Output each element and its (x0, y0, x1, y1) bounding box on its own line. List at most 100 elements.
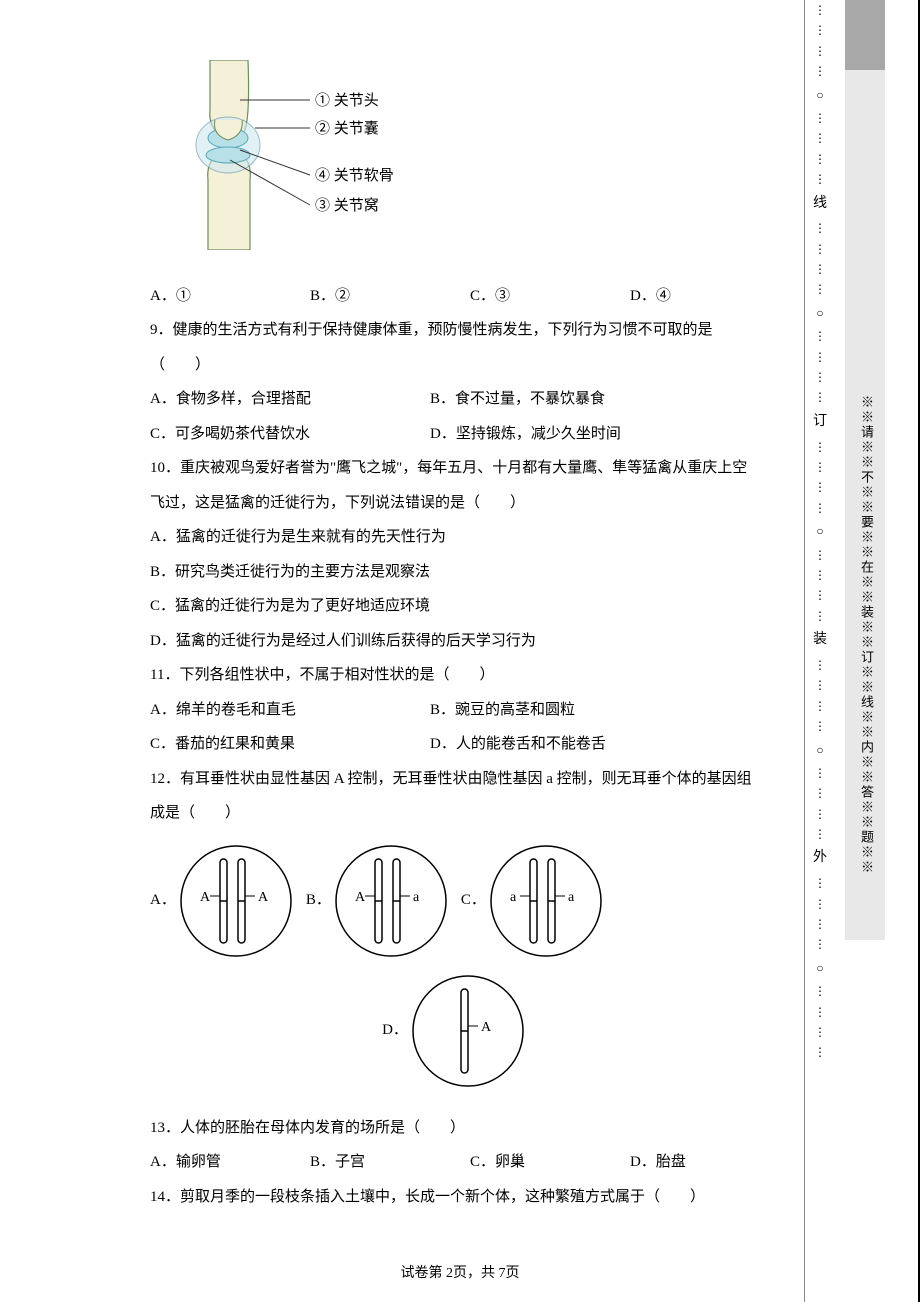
margin-dots-icon: ⋮ (814, 221, 826, 235)
q12-c-letter: C． (461, 883, 486, 918)
chromosome-c-icon: a a (486, 841, 606, 961)
q12-options-row: A． A A B． A (150, 841, 760, 961)
q12-opt-d: D． A (150, 971, 760, 1091)
q12-b-letter: B． (306, 883, 331, 918)
margin-dots-icon: ⋮ (814, 172, 826, 186)
margin-dots-icon: ⋮ (814, 111, 826, 125)
margin-dots-icon: ⋮ (814, 548, 826, 562)
margin-dots-icon: ⋮ (814, 282, 826, 296)
chromosome-a-icon: A A (176, 841, 296, 961)
q14-stem: 14．剪取月季的一段枝条插入土壤中，长成一个新个体，这种繁殖方式属于（ ） (150, 1180, 760, 1215)
margin-marker-char: 订 (813, 414, 827, 431)
q10-opt-b: B．研究鸟类迁徙行为的主要方法是观察法 (150, 555, 760, 590)
q12-a-letter: A． (150, 883, 176, 918)
margin-dots-icon: ⋮ (814, 766, 826, 780)
margin-dots-icon: ⋮ (814, 937, 826, 951)
margin-dots-icon: ⋮ (814, 678, 826, 692)
margin-dots-icon: ⋮ (814, 3, 826, 17)
margin-dots-icon: ⋮ (814, 370, 826, 384)
label-2: ② 关节囊 (315, 120, 379, 137)
binding-margin: ※※请※※不※※要※※在※※装※※订※※线※※内※※答※※题※※ ⋮⋮⋮⋮○⋮⋮… (810, 0, 885, 1302)
q9-opt-d: D．坚持锻炼，减少久坐时间 (430, 417, 760, 452)
q12-opt-c: C． a a (461, 841, 606, 961)
q11-stem: 11．下列各组性状中，不属于相对性状的是（ ） (150, 658, 760, 693)
margin-dots-icon: ⋮ (814, 568, 826, 582)
margin-dots-icon: ⋮ (814, 23, 826, 37)
q12-b-right: a (413, 890, 420, 905)
margin-marker-char: 线 (813, 196, 827, 213)
margin-dots-icon: ⋮ (814, 480, 826, 494)
q10-stem: 10．重庆被观鸟爱好者誉为"鹰飞之城"，每年五月、十月都有大量鹰、隼等猛禽从重庆… (150, 451, 760, 520)
margin-marker-char: 装 (813, 632, 827, 649)
q12-opt-b: B． A a (306, 841, 451, 961)
margin-dots-icon: ⋮ (814, 699, 826, 713)
q8-opt-a: A．① (150, 279, 310, 314)
q9-row1: A．食物多样，合理搭配 B．食不过量，不暴饮暴食 (150, 382, 760, 417)
q12-b-left: A (355, 890, 366, 905)
margin-warning-text: ※※请※※不※※要※※在※※装※※订※※线※※内※※答※※题※※ (855, 395, 875, 875)
q11-row1: A．绵羊的卷毛和直毛 B．豌豆的高茎和圆粒 (150, 693, 760, 728)
q13-opt-a: A．输卵管 (150, 1145, 310, 1180)
q13-options: A．输卵管 B．子宫 C．卵巢 D．胎盘 (150, 1145, 760, 1180)
q13-stem: 13．人体的胚胎在母体内发育的场所是（ ） (150, 1111, 760, 1146)
margin-dots-icon: ⋮ (814, 64, 826, 78)
q11-opt-c: C．番茄的红果和黄果 (150, 727, 430, 762)
exam-content: ① 关节头 ② 关节囊 ④ 关节软骨 ③ 关节窝 A．① B．② C．③ D．④… (150, 60, 760, 1214)
q8-options: A．① B．② C．③ D．④ (150, 279, 760, 314)
q11-opt-a: A．绵羊的卷毛和直毛 (150, 693, 430, 728)
q12-d-right: A (481, 1020, 492, 1035)
q13-opt-c: C．卵巢 (470, 1145, 630, 1180)
margin-circle-icon: ○ (816, 88, 823, 102)
margin-dots-icon: ⋮ (814, 242, 826, 256)
margin-circle-icon: ○ (816, 524, 823, 538)
q12-c-right: a (568, 890, 575, 905)
q11-opt-b: B．豌豆的高茎和圆粒 (430, 693, 760, 728)
margin-dots-icon: ⋮ (814, 876, 826, 890)
margin-dots-icon: ⋮ (814, 588, 826, 602)
margin-circle-icon: ○ (816, 306, 823, 320)
q11-opt-d: D．人的能卷舌和不能卷舌 (430, 727, 760, 762)
q8-opt-b: B．② (310, 279, 470, 314)
q10-opt-a: A．猛禽的迁徙行为是生来就有的先天性行为 (150, 520, 760, 555)
margin-dots-icon: ⋮ (814, 786, 826, 800)
margin-dots-icon: ⋮ (814, 719, 826, 733)
q12-opt-a: A． A A (150, 841, 296, 961)
q10-opt-c: C．猛禽的迁徙行为是为了更好地适应环境 (150, 589, 760, 624)
inner-vertical-rule (804, 0, 805, 1302)
label-3: ③ 关节窝 (315, 196, 379, 214)
joint-svg: ① 关节头 ② 关节囊 ④ 关节软骨 ③ 关节窝 (170, 60, 400, 250)
q10-opt-d: D．猛禽的迁徙行为是经过人们训练后获得的后天学习行为 (150, 624, 760, 659)
joint-diagram: ① 关节头 ② 关节囊 ④ 关节软骨 ③ 关节窝 (170, 60, 760, 264)
margin-dots-icon: ⋮ (814, 827, 826, 841)
margin-dots-icon: ⋮ (814, 440, 826, 454)
q13-opt-b: B．子宫 (310, 1145, 470, 1180)
margin-dots-icon: ⋮ (814, 262, 826, 276)
margin-dots-column: ⋮ ⋮ ⋮ ⋮ ○ ⋮ ⋮ ⋮ ⋮ 线 ⋮ ⋮ ⋮ ⋮ ○ ⋮ ⋮ ⋮ ⋮ 订 ⋮ ⋮ ⋮ ⋮ ○ ⋮ ⋮ ⋮ ⋮ 装 ⋮ ⋮ ⋮ ⋮ ○ ⋮ ⋮ ⋮ ⋮ 外… (810, 0, 830, 1302)
q9-opt-c: C．可多喝奶茶代替饮水 (150, 417, 430, 452)
q12-c-left: a (510, 890, 517, 905)
q9-row2: C．可多喝奶茶代替饮水 D．坚持锻炼，减少久坐时间 (150, 417, 760, 452)
q9-opt-a: A．食物多样，合理搭配 (150, 382, 430, 417)
margin-dots-icon: ⋮ (814, 152, 826, 166)
chromosome-b-icon: A a (331, 841, 451, 961)
q12-stem: 12．有耳垂性状由显性基因 A 控制，无耳垂性状由隐性基因 a 控制，则无耳垂个… (150, 762, 760, 831)
q12-d-letter: D． (382, 1013, 408, 1048)
margin-dots-icon: ⋮ (814, 609, 826, 623)
margin-dots-icon: ⋮ (814, 501, 826, 515)
margin-dots-icon: ⋮ (814, 131, 826, 145)
margin-circle-icon: ○ (816, 743, 823, 757)
margin-dots-icon: ⋮ (814, 1005, 826, 1019)
margin-marker-char: 外 (813, 850, 827, 867)
margin-dots-icon: ⋮ (814, 350, 826, 364)
margin-dots-icon: ⋮ (814, 917, 826, 931)
margin-dots-icon: ⋮ (814, 329, 826, 343)
q11-row2: C．番茄的红果和黄果 D．人的能卷舌和不能卷舌 (150, 727, 760, 762)
margin-dots-icon: ⋮ (814, 658, 826, 672)
margin-dots-icon: ⋮ (814, 1025, 826, 1039)
chromosome-d-icon: A (408, 971, 528, 1091)
q9-opt-b: B．食不过量，不暴饮暴食 (430, 382, 760, 417)
q13-opt-d: D．胎盘 (630, 1145, 750, 1180)
margin-dots-icon: ⋮ (814, 984, 826, 998)
page-footer: 试卷第 2页，共 7页 (0, 1262, 920, 1282)
q12-a-left: A (200, 890, 211, 905)
